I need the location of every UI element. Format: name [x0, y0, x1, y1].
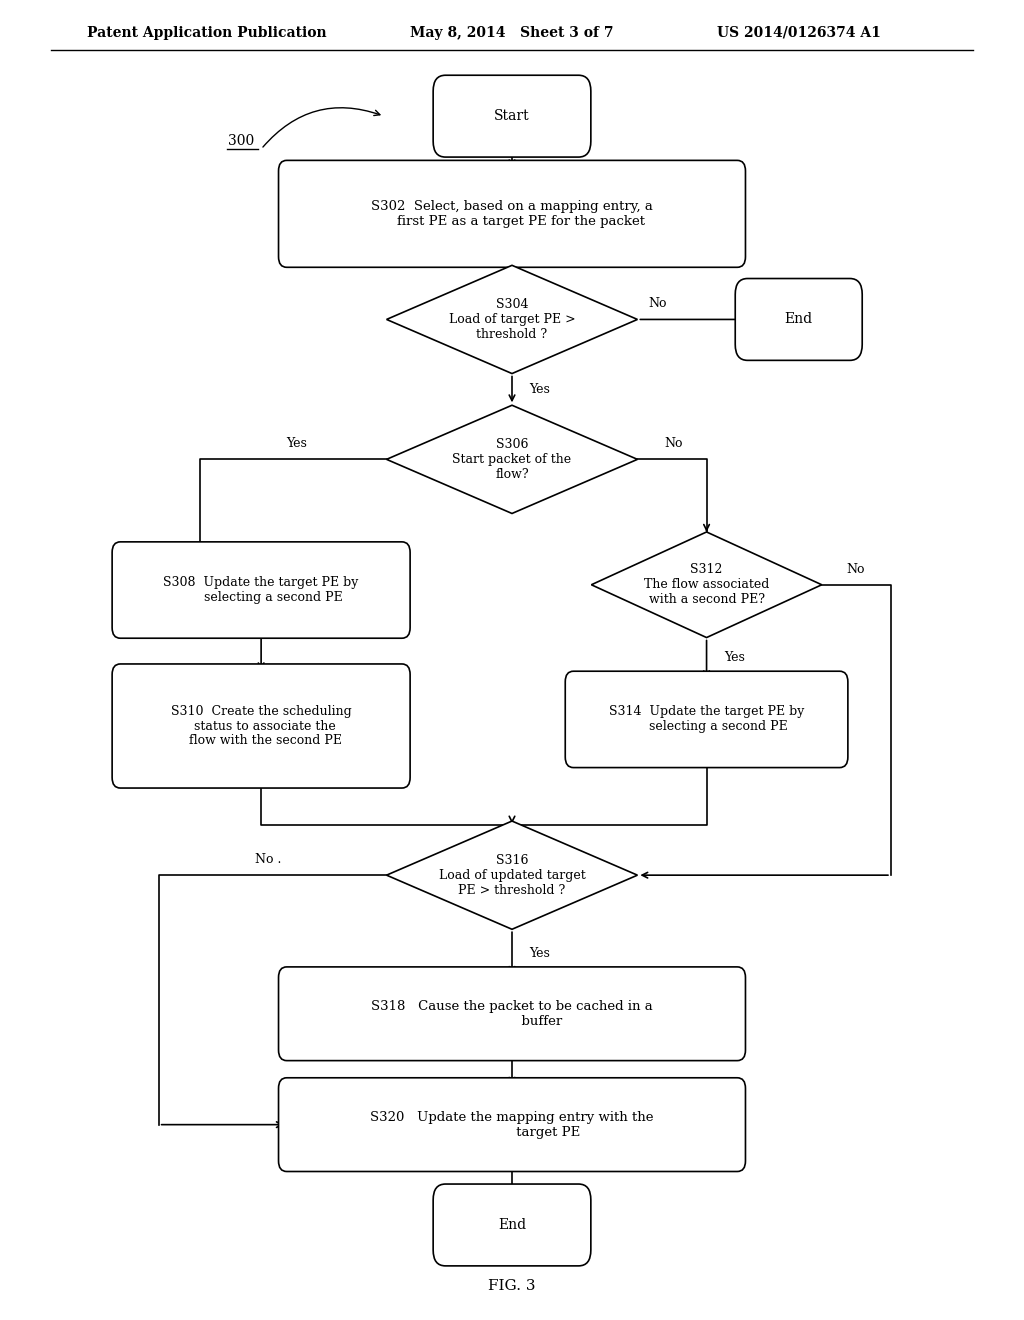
Text: No: No [847, 562, 865, 576]
FancyBboxPatch shape [433, 1184, 591, 1266]
FancyBboxPatch shape [433, 75, 591, 157]
Text: S320   Update the mapping entry with the
                 target PE: S320 Update the mapping entry with the t… [371, 1110, 653, 1139]
Text: Yes: Yes [287, 437, 307, 450]
Text: S312
The flow associated
with a second PE?: S312 The flow associated with a second P… [644, 564, 769, 606]
Polygon shape [387, 405, 637, 513]
Text: No: No [665, 437, 683, 450]
Text: S314  Update the target PE by
      selecting a second PE: S314 Update the target PE by selecting a… [609, 705, 804, 734]
Text: S306
Start packet of the
flow?: S306 Start packet of the flow? [453, 438, 571, 480]
FancyBboxPatch shape [112, 664, 410, 788]
FancyBboxPatch shape [279, 161, 745, 267]
Text: S304
Load of target PE >
threshold ?: S304 Load of target PE > threshold ? [449, 298, 575, 341]
Text: End: End [498, 1218, 526, 1232]
Text: S316
Load of updated target
PE > threshold ?: S316 Load of updated target PE > thresho… [438, 854, 586, 896]
Text: No .: No . [255, 853, 282, 866]
Text: US 2014/0126374 A1: US 2014/0126374 A1 [717, 26, 881, 40]
Text: S310  Create the scheduling
  status to associate the
  flow with the second PE: S310 Create the scheduling status to ass… [171, 705, 351, 747]
Polygon shape [387, 265, 637, 374]
Polygon shape [387, 821, 637, 929]
Text: End: End [784, 313, 813, 326]
FancyBboxPatch shape [565, 671, 848, 768]
Text: S308  Update the target PE by
      selecting a second PE: S308 Update the target PE by selecting a… [164, 576, 358, 605]
Text: May 8, 2014   Sheet 3 of 7: May 8, 2014 Sheet 3 of 7 [410, 26, 613, 40]
FancyBboxPatch shape [279, 966, 745, 1061]
Polygon shape [591, 532, 821, 638]
Text: Yes: Yes [529, 383, 550, 396]
FancyBboxPatch shape [735, 279, 862, 360]
Text: Yes: Yes [724, 651, 744, 664]
Text: S302  Select, based on a mapping entry, a
    first PE as a target PE for the pa: S302 Select, based on a mapping entry, a… [371, 199, 653, 228]
Text: S318   Cause the packet to be cached in a
              buffer: S318 Cause the packet to be cached in a … [371, 999, 653, 1028]
Text: 300: 300 [227, 135, 254, 148]
Text: Start: Start [495, 110, 529, 123]
FancyBboxPatch shape [279, 1077, 745, 1172]
Text: No: No [648, 297, 667, 310]
FancyBboxPatch shape [112, 541, 410, 638]
Text: FIG. 3: FIG. 3 [488, 1279, 536, 1292]
Text: Yes: Yes [529, 946, 550, 960]
Text: Patent Application Publication: Patent Application Publication [87, 26, 327, 40]
